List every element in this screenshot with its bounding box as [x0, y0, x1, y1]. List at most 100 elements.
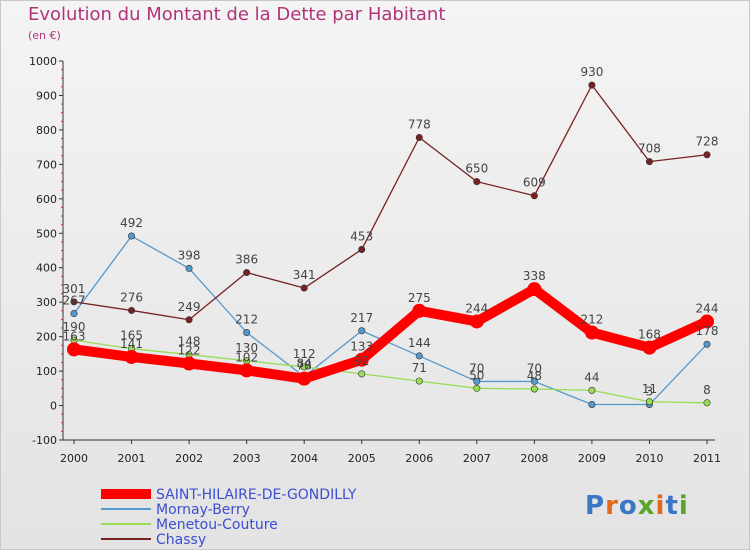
- data-point: [358, 327, 366, 335]
- series-line: [69, 284, 712, 384]
- data-point: [469, 314, 484, 329]
- data-label: 492: [120, 216, 143, 230]
- data-point: [645, 398, 653, 406]
- data-label: 338: [523, 269, 546, 283]
- data-point: [415, 133, 423, 141]
- series-chassy: [70, 81, 711, 324]
- logo-letter: t: [665, 491, 679, 521]
- data-point: [588, 401, 596, 409]
- data-point: [358, 245, 366, 253]
- y-tick-label: 500: [36, 227, 57, 240]
- x-tick-label: 2004: [290, 452, 318, 465]
- data-label: 609: [523, 176, 546, 190]
- data-point: [128, 306, 136, 314]
- data-point: [703, 399, 711, 407]
- data-point: [70, 298, 78, 306]
- legend-label: Chassy: [156, 532, 206, 548]
- data-point: [415, 352, 423, 360]
- data-point: [185, 264, 193, 272]
- data-point: [584, 325, 599, 340]
- data-point: [185, 316, 193, 324]
- series-saint-hilaire-de-gondilly: [67, 282, 714, 386]
- x-tick-label: 2006: [405, 452, 433, 465]
- data-point: [645, 158, 653, 166]
- data-label: 70: [527, 361, 542, 375]
- logo-letter: o: [618, 491, 638, 521]
- data-label: 3: [646, 385, 654, 399]
- data-point: [70, 310, 78, 318]
- data-point: [243, 329, 251, 337]
- data-label: 141: [120, 337, 143, 351]
- data-label: 930: [580, 65, 603, 79]
- y-tick-label: 200: [36, 331, 57, 344]
- data-point: [182, 356, 197, 371]
- data-label: 48: [527, 369, 542, 383]
- data-label: 341: [293, 268, 316, 282]
- data-label: 50: [469, 368, 484, 382]
- data-label: 244: [465, 301, 488, 315]
- series-line: [73, 339, 708, 404]
- data-label: 84: [297, 357, 312, 371]
- data-label: 168: [638, 328, 661, 342]
- data-label: 148: [178, 335, 201, 349]
- data-label: 453: [350, 229, 373, 243]
- legend-label: SAINT-HILAIRE-DE-GONDILLY: [156, 487, 357, 503]
- data-point: [588, 386, 596, 394]
- data-label: 778: [408, 117, 431, 131]
- x-tick-label: 2000: [60, 452, 88, 465]
- data-point: [300, 363, 308, 371]
- data-point: [415, 377, 423, 385]
- data-point: [297, 371, 312, 386]
- data-label: 217: [350, 311, 373, 325]
- data-point: [124, 349, 139, 364]
- data-label: 244: [696, 301, 719, 315]
- data-point: [588, 81, 596, 89]
- logo-letter: i: [655, 491, 666, 521]
- logo-letter: x: [637, 491, 656, 521]
- x-tick-label: 2011: [693, 452, 721, 465]
- y-tick-label: 100: [36, 365, 57, 378]
- chart-title: Evolution du Montant de la Dette par Hab…: [28, 4, 446, 25]
- data-point: [473, 384, 481, 392]
- data-label: 178: [696, 324, 719, 338]
- series-mornay-berry: [70, 232, 711, 409]
- data-label: 708: [638, 142, 661, 156]
- data-point: [354, 352, 369, 367]
- data-point: [243, 269, 251, 277]
- data-label: 267: [63, 294, 86, 308]
- data-labels: 163 141 122 102 78 133 275 244 338 212 168 244 267 49…: [63, 65, 719, 398]
- axes: -100 0 100 200 300 400 500 600 700 800 900 1000 2000…: [29, 55, 721, 465]
- data-point: [128, 232, 136, 240]
- data-label: 8: [703, 383, 711, 397]
- x-tick-label: 2009: [578, 452, 606, 465]
- series-menetou-couture: [70, 336, 711, 407]
- data-label: 78: [297, 359, 312, 373]
- data-label: 728: [696, 135, 719, 149]
- data-label: 70: [469, 361, 484, 375]
- legend-label: Menetou-Couture: [156, 517, 278, 533]
- x-tick-label: 2007: [463, 452, 491, 465]
- data-point: [412, 303, 427, 318]
- data-label: 144: [408, 336, 431, 350]
- data-point: [358, 370, 366, 378]
- legend-label: Mornay-Berry: [156, 502, 250, 518]
- data-label: 92: [354, 354, 369, 368]
- y-tick-label: 300: [36, 296, 57, 309]
- data-point: [473, 377, 481, 385]
- data-point: [473, 178, 481, 186]
- data-label: 276: [120, 290, 143, 304]
- data-label: 71: [412, 361, 427, 375]
- data-point: [67, 342, 81, 357]
- data-label: 163: [63, 329, 86, 343]
- data-point: [700, 314, 714, 329]
- unit-label: (en €): [28, 29, 61, 42]
- x-tick-label: 2010: [635, 452, 663, 465]
- x-tick-label: 2005: [348, 452, 376, 465]
- data-label: 398: [178, 248, 201, 262]
- data-point: [530, 385, 538, 393]
- y-tick-label: 400: [36, 262, 57, 275]
- y-tick-label: 600: [36, 193, 57, 206]
- data-label: 650: [465, 162, 488, 176]
